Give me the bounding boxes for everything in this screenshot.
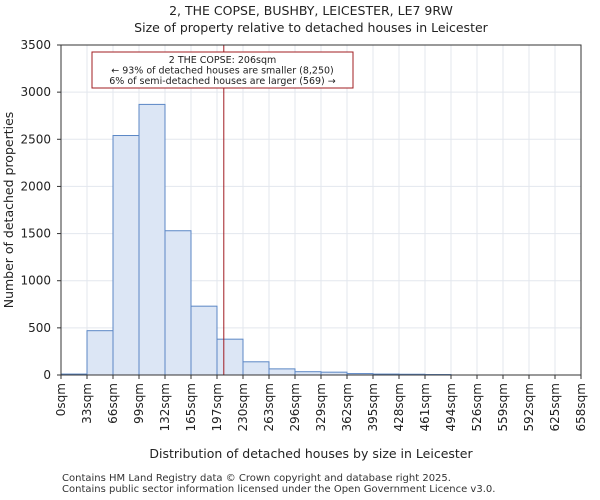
x-tick-label-658sqm: 658sqm — [574, 383, 588, 431]
property-marker: 2 THE COPSE: 206sqm← 93% of detached hou… — [91, 45, 354, 375]
footer-copyright: Contains HM Land Registry data © Crown c… — [62, 473, 451, 484]
x-tick-label-428sqm: 428sqm — [392, 383, 406, 431]
bar-263sqm — [268, 368, 296, 376]
chart-subtitle: Size of property relative to detached ho… — [134, 20, 488, 35]
marker-annotation-line-1: 2 THE COPSE: 206sqm — [169, 55, 277, 66]
marker-annotation-line-3: 6% of semi-detached houses are larger (5… — [109, 76, 336, 87]
x-tick-label-230sqm: 230sqm — [236, 383, 250, 431]
x-tick-label-625sqm: 625sqm — [548, 383, 562, 431]
bar-230sqm — [242, 361, 270, 376]
y-axis-ticks: 0 500 1000 1500 2000 2500 3000 3500 — [20, 38, 61, 382]
bar-66sqm — [112, 135, 140, 376]
marker-annotation-line-2: ← 93% of detached houses are smaller (8,… — [111, 66, 334, 77]
y-tick-label-500: 500 — [28, 321, 51, 335]
x-tick-label-197sqm: 197sqm — [210, 383, 224, 431]
x-tick-label-461sqm: 461sqm — [418, 383, 432, 431]
x-tick-label-0sqm: 0sqm — [54, 383, 68, 416]
x-tick-label-165sqm: 165sqm — [184, 383, 198, 431]
chart-title: 2, THE COPSE, BUSHBY, LEICESTER, LE7 9RW — [169, 3, 453, 18]
y-tick-label-3000: 3000 — [20, 85, 51, 99]
y-tick-label-2500: 2500 — [20, 132, 51, 146]
x-tick-label-592sqm: 592sqm — [522, 383, 536, 431]
x-tick-label-263sqm: 263sqm — [262, 383, 276, 431]
x-axis-label: Distribution of detached houses by size … — [149, 446, 473, 461]
y-tick-label-1000: 1000 — [20, 274, 51, 288]
x-tick-label-296sqm: 296sqm — [288, 383, 302, 431]
y-tick-label-3500: 3500 — [20, 38, 51, 52]
bar-99sqm — [138, 103, 166, 376]
x-tick-label-33sqm: 33sqm — [80, 383, 94, 424]
x-tick-label-329sqm: 329sqm — [314, 383, 328, 431]
bar-165sqm — [190, 305, 218, 376]
y-tick-label-2000: 2000 — [20, 179, 51, 193]
x-tick-label-559sqm: 559sqm — [496, 383, 510, 431]
y-tick-label-1500: 1500 — [20, 227, 51, 241]
x-tick-label-362sqm: 362sqm — [340, 383, 354, 431]
y-tick-label-0: 0 — [43, 368, 51, 382]
x-tick-label-66sqm: 66sqm — [106, 383, 120, 424]
y-axis-label: Number of detached properties — [1, 112, 16, 309]
x-tick-label-494sqm: 494sqm — [444, 383, 458, 431]
histogram-chart: 2, THE COPSE, BUSHBY, LEICESTER, LE7 9RW… — [1, 3, 588, 461]
bar-197sqm — [216, 338, 244, 376]
bars — [60, 103, 452, 376]
bar-33sqm — [86, 330, 114, 376]
x-tick-label-395sqm: 395sqm — [366, 383, 380, 431]
x-axis-ticks: 0sqm 33sqm 66sqm 99sqm 132sqm 165sqm 197sqm 230… — [54, 375, 588, 431]
marker-annotation-box — [91, 51, 354, 89]
bar-132sqm — [164, 230, 192, 376]
x-tick-label-99sqm: 99sqm — [132, 383, 146, 424]
x-tick-label-526sqm: 526sqm — [470, 383, 484, 431]
footer-licence: Contains public sector information licen… — [62, 484, 496, 495]
x-tick-label-132sqm: 132sqm — [158, 383, 172, 431]
